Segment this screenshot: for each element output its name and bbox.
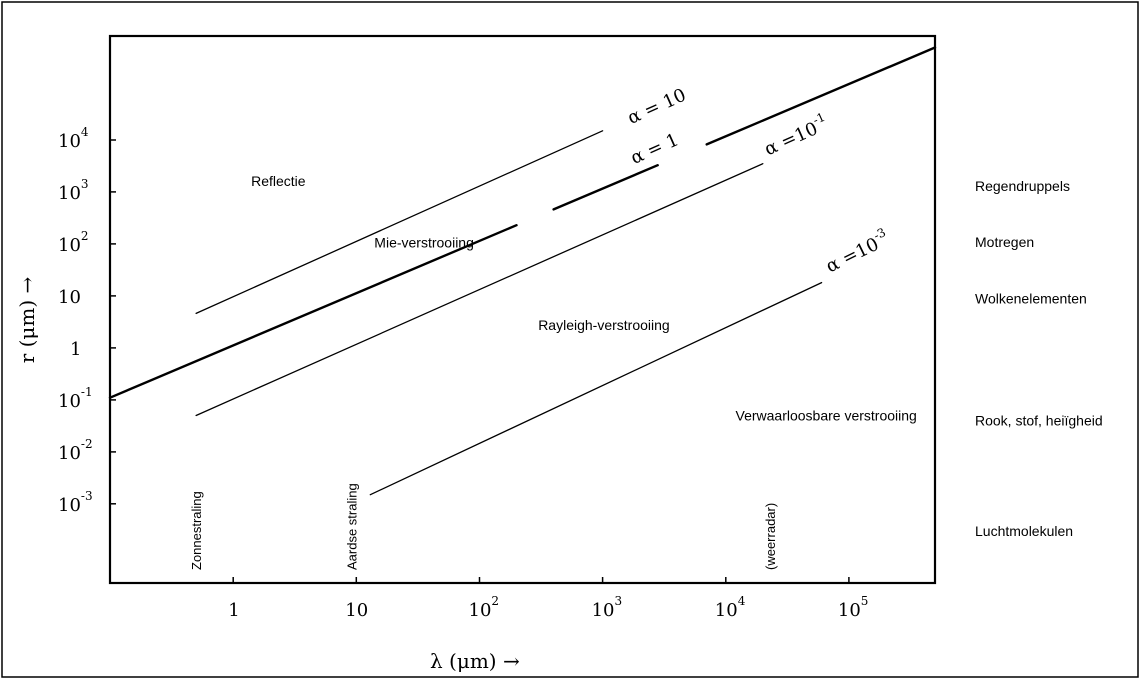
series-line-4-segment-1: [369, 281, 823, 496]
side-label: Regendruppels: [975, 178, 1070, 194]
side-label: Luchtmolekulen: [975, 523, 1073, 539]
region-label: Verwaarloosbare verstrooiing: [736, 408, 917, 424]
series-lines: [108, 46, 937, 496]
plot-frame: [108, 34, 937, 585]
x-tick-label: 105: [838, 594, 869, 621]
x-tick-label: 10: [345, 600, 368, 621]
region-label: Rayleigh-verstrooiing: [538, 317, 670, 333]
y-tick-label: 10-3: [58, 489, 93, 516]
vertical-label: Aardse straling: [344, 483, 359, 570]
y-tick-label: 104: [58, 125, 89, 152]
y-tick-label: 102: [58, 229, 89, 256]
y-tick-label: 10: [58, 287, 81, 308]
vertical-label: Zonnestraling: [189, 491, 204, 570]
region-label: Reflectie: [251, 173, 306, 189]
y-axis-label: r (μm) →: [15, 276, 39, 363]
y-tick-label: 1: [70, 339, 81, 360]
y-tick-label: 10-2: [58, 437, 93, 464]
x-axis-label: λ (μm) →: [430, 649, 520, 673]
series-line-3-segment-1: [195, 163, 764, 417]
series-line-2-segment-3: [705, 46, 937, 146]
x-tick-label: 104: [715, 594, 746, 621]
series-label-2: α = 1: [628, 129, 682, 169]
side-label: Wolkenelementen: [975, 290, 1087, 306]
region-label: Mie-verstrooiing: [374, 235, 474, 251]
series-line-2-segment-1: [108, 223, 518, 399]
series-line-2-segment-2: [552, 163, 659, 211]
side-label: Rook, stof, heiïgheid: [975, 413, 1103, 429]
series-label-1: α = 10: [624, 85, 689, 129]
y-tick-label: 103: [58, 177, 89, 204]
y-tick-label: 10-1: [58, 385, 93, 412]
x-tick-label: 1: [228, 600, 239, 621]
vertical-label: (weerradar): [763, 503, 778, 570]
x-tick-label: 103: [592, 594, 623, 621]
side-label: Motregen: [975, 234, 1034, 250]
series-label-4: α =10-3: [821, 225, 893, 277]
x-tick-label: 102: [469, 594, 500, 621]
series-line-1-segment-1: [195, 130, 604, 315]
